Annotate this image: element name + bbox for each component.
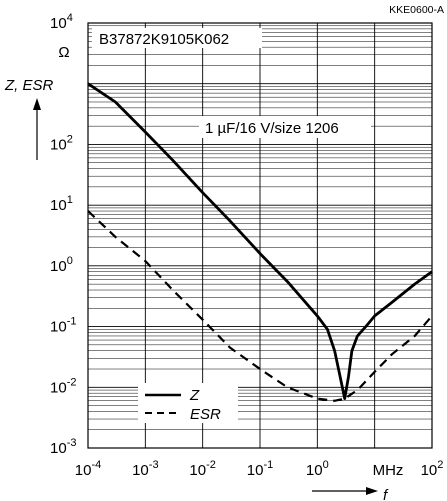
- tick-labels: 10-4 10-3 10-2 10-1 100 10210-310-210-1100101…: [50, 12, 443, 479]
- y-tick-label: 10-1: [50, 316, 76, 336]
- y-tick-label: 104: [50, 12, 73, 32]
- series-line-z: [87, 82, 433, 401]
- part-number-label: B37872K9105K062: [99, 31, 229, 48]
- x-tick-label: 10-3: [132, 459, 158, 479]
- x-tick-label: 10-2: [189, 459, 215, 479]
- x-tick-label: 10-4: [75, 459, 101, 479]
- legend-background: [138, 383, 238, 423]
- part-number-box: [92, 28, 262, 48]
- series-layer: [87, 82, 433, 402]
- x-axis-label: f: [383, 487, 389, 501]
- y-axis-unit: Ω: [58, 44, 69, 61]
- x-axis-arrow: [312, 487, 378, 495]
- capacitor-spec-annotation: 1 µF/16 V/size 1206: [205, 120, 339, 137]
- x-tick-label: 100: [306, 459, 329, 479]
- legend-label-z: Z: [189, 387, 200, 404]
- y-tick-label: 102: [50, 133, 73, 153]
- y-tick-label: 10-2: [50, 376, 76, 396]
- x-tick-label: 10-1: [247, 459, 273, 479]
- y-tick-label: 101: [50, 194, 73, 214]
- series-line-esr: [87, 210, 433, 402]
- document-code: KKE0600-A: [389, 4, 444, 16]
- x-axis-unit: MHz: [373, 462, 404, 479]
- x-tick-label: 102: [421, 459, 444, 479]
- plot-frame: [87, 22, 433, 449]
- y-tick-label: 10-3: [50, 437, 76, 457]
- y-tick-label: 100: [50, 255, 73, 275]
- legend-label-esr: ESR: [190, 406, 221, 423]
- annotation-box: [199, 116, 371, 138]
- y-axis-arrow: [33, 98, 41, 160]
- legend: Z ESR: [138, 383, 238, 423]
- y-axis-label: Z, ESR: [4, 77, 54, 94]
